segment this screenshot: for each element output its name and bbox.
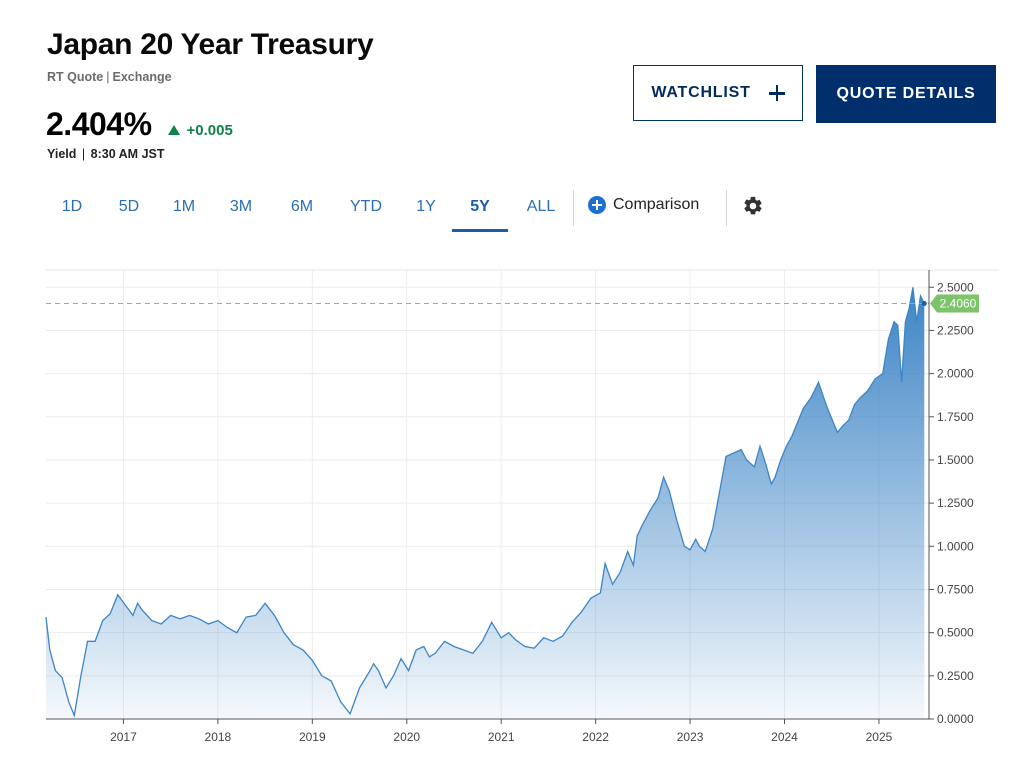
series-area: [46, 287, 925, 719]
settings-divider: [726, 190, 727, 226]
quote-time: 8:30 AM JST: [90, 147, 165, 161]
chart-axes: [46, 269, 999, 724]
comparison-plus-icon: [588, 196, 606, 214]
price-change-value: +0.005: [186, 121, 233, 139]
x-tick-label: 2024: [771, 730, 798, 744]
y-tick-label: 0.5000: [937, 626, 974, 640]
quote-type: RT Quote: [47, 70, 104, 84]
gear-icon[interactable]: [742, 195, 764, 217]
y-tick-label: 2.5000: [937, 280, 974, 294]
x-tick-label: 2023: [677, 730, 704, 744]
chart-tick-labels: 0.0000 0.2500 0.5000 0.7500 1.0000 1.2500 1.50…: [110, 280, 979, 744]
triangle-up-icon: [167, 125, 180, 135]
quote-details-button[interactable]: QUOTE DETAILS: [816, 65, 996, 123]
y-tick-label: 2.2500: [937, 323, 974, 337]
x-tick-label: 2020: [393, 730, 420, 744]
y-tick-label: 1.7500: [937, 410, 974, 424]
y-tick-label: 0.7500: [937, 582, 974, 596]
plus-icon: [768, 85, 785, 101]
x-tick-label: 2018: [205, 730, 232, 744]
last-value-label: 2.4060: [940, 297, 977, 311]
range-tab-1m[interactable]: 1M: [172, 198, 196, 215]
last-price: 2.404%: [46, 106, 152, 142]
x-tick-label: 2017: [110, 730, 137, 744]
x-tick-label: 2019: [299, 730, 326, 744]
x-tick-label: 2025: [866, 730, 893, 744]
watchlist-button[interactable]: WATCHLIST: [633, 65, 803, 121]
range-tab-ytd[interactable]: YTD: [350, 198, 382, 215]
series-line: [45, 287, 925, 718]
y-tick-label: 2.0000: [937, 367, 974, 381]
range-tab-1y[interactable]: 1Y: [416, 198, 436, 215]
range-tab-3m[interactable]: 3M: [229, 198, 253, 215]
y-tick-label: 1.0000: [937, 539, 974, 553]
quote-exchange: Exchange: [112, 70, 172, 84]
y-tick-label: 1.5000: [937, 453, 974, 467]
y-tick-label: 0.0000: [937, 712, 974, 726]
range-tab-5y[interactable]: 5Y: [452, 188, 508, 232]
quote-source: RT Quote | Exchange: [47, 70, 172, 84]
last-point: [921, 301, 927, 307]
x-tick-label: 2022: [582, 730, 609, 744]
watchlist-label: WATCHLIST: [651, 84, 751, 101]
range-divider: [573, 190, 574, 226]
comparison-button[interactable]: Comparison: [588, 196, 699, 214]
y-tick-label: 1.2500: [937, 496, 974, 510]
comparison-label: Comparison: [613, 196, 700, 213]
yield-chart[interactable]: 0.0000 0.2500 0.5000 0.7500 1.0000 1.2500 1.50…: [0, 262, 1000, 754]
range-tab-1d[interactable]: 1D: [61, 198, 83, 215]
quote-details-label: QUOTE DETAILS: [836, 85, 976, 102]
y-tick-label: 0.2500: [937, 669, 974, 683]
range-tab-all[interactable]: ALL: [526, 198, 556, 215]
yield-label: Yield: [47, 147, 77, 161]
price-change: +0.005: [167, 121, 233, 139]
range-tab-5d[interactable]: 5D: [118, 198, 140, 215]
page-title: Japan 20 Year Treasury: [47, 28, 374, 61]
x-tick-label: 2021: [488, 730, 515, 744]
yield-time: Yield | 8:30 AM JST: [47, 147, 165, 161]
price-row: 2.404% +0.005: [46, 106, 233, 143]
range-tab-6m[interactable]: 6M: [290, 198, 314, 215]
last-value-badge: [930, 294, 979, 313]
